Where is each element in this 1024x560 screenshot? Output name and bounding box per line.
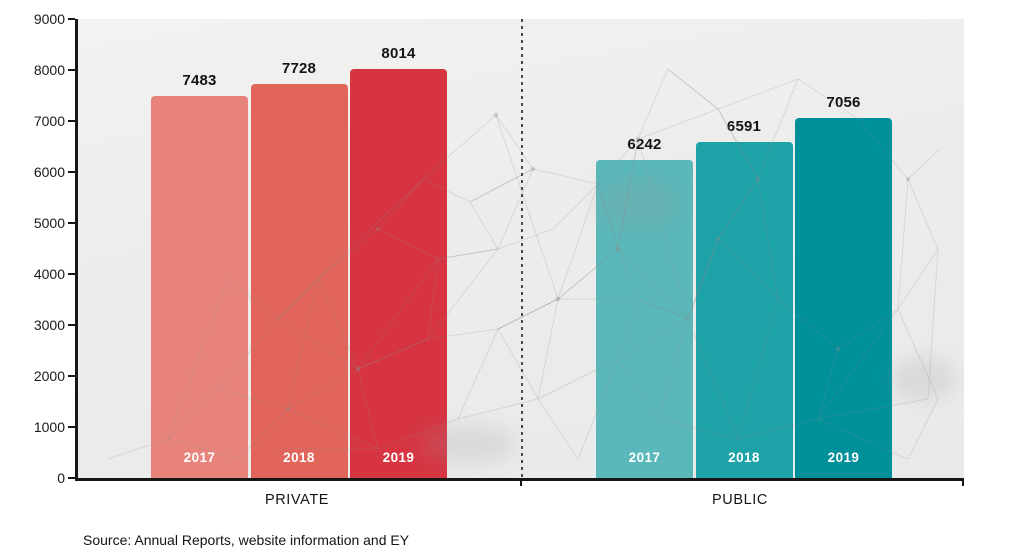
y-tick-mark [68, 222, 75, 224]
bar-value-label: 7056 [826, 94, 861, 112]
y-tick-label: 6000 [33, 164, 65, 180]
bar-year-label: 2019 [382, 450, 415, 465]
bar-private-2018: 7728 2018 [250, 60, 348, 478]
y-tick-mark [68, 426, 75, 428]
y-tick-label: 0 [57, 470, 65, 486]
bar-private-2017: 7483 2017 [151, 72, 248, 478]
bar-public-2019: 7056 2019 [795, 94, 892, 478]
y-tick-mark [68, 477, 75, 479]
bar-year-label: 2017 [183, 450, 216, 465]
y-axis-ticks [68, 18, 75, 479]
y-tick-mark [68, 273, 75, 275]
bar-year-label: 2018 [728, 450, 760, 465]
bar-public-2017: 6242 2017 [596, 136, 693, 478]
bar-value-label: 8014 [381, 45, 416, 63]
x-axis-group-labels: PRIVATE PUBLIC [75, 492, 964, 516]
bar-year-label: 2019 [827, 450, 860, 465]
y-tick-mark [68, 324, 75, 326]
y-tick-label: 4000 [33, 266, 65, 282]
y-tick-label: 2000 [33, 368, 65, 384]
x-axis-tick [962, 481, 964, 486]
y-tick-mark [68, 18, 75, 20]
bar-value-label: 6242 [627, 135, 662, 153]
bar-value-label: 6591 [726, 117, 762, 135]
x-axis-tick [520, 481, 522, 486]
plot-area: 7483 2017 7728 2018 8014 2019 6242 2017 6591 2018… [75, 19, 964, 486]
y-axis-labels: 0 1000 2000 3000 4000 5000 6000 7000 8000 9000 [0, 11, 65, 486]
y-tick-mark [68, 171, 75, 173]
group-label-private: PRIVATE [264, 492, 330, 508]
bar-value-label: 7728 [281, 59, 317, 77]
y-tick-label: 3000 [33, 317, 65, 333]
group-label-public: PUBLIC [712, 492, 768, 508]
source-note: Source: Annual Reports, website informat… [83, 532, 410, 548]
bar-year-label: 2018 [283, 450, 315, 465]
y-tick-mark [68, 375, 75, 377]
bar-year-label: 2017 [628, 450, 661, 465]
group-divider-dashed-line [521, 19, 523, 478]
y-tick-label: 9000 [33, 11, 65, 27]
bar-private-2019: 8014 2019 [350, 45, 447, 478]
bar-public-2018: 6591 2018 [695, 118, 793, 478]
y-tick-label: 8000 [33, 62, 65, 78]
y-tick-label: 7000 [33, 113, 65, 129]
y-tick-label: 5000 [33, 215, 65, 231]
y-tick-label: 1000 [33, 419, 65, 435]
y-tick-mark [68, 120, 75, 122]
bar-value-label: 7483 [182, 72, 217, 90]
y-tick-mark [68, 69, 75, 71]
